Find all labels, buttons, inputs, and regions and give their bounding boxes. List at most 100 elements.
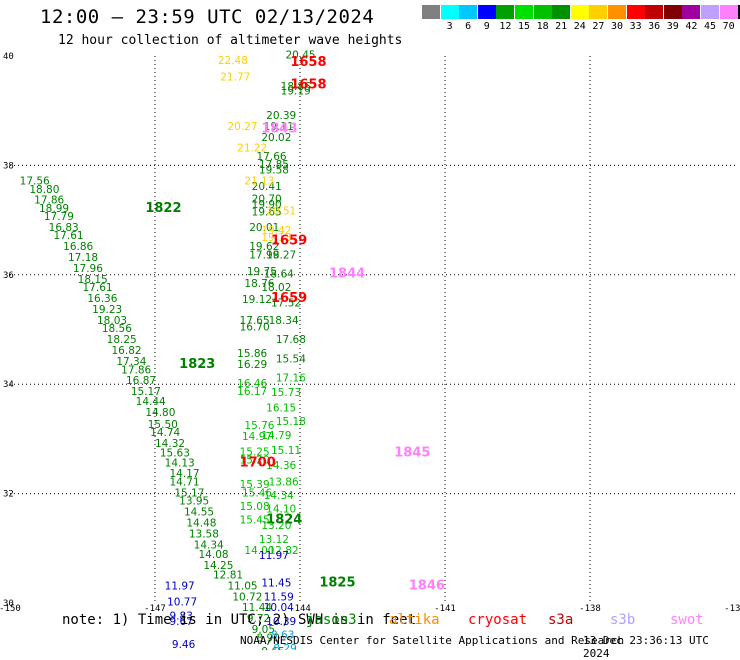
- data-point-jason3: 18.25: [107, 334, 137, 346]
- data-point-s3b: 11.45: [261, 578, 291, 590]
- satellite-legend-jason3: jason3: [306, 612, 357, 628]
- color-scale-label: 33: [629, 21, 642, 32]
- data-point-s3a: 14.97: [242, 431, 272, 443]
- data-point-s3a: 12.82: [269, 545, 299, 557]
- data-point-jason3: 17.61: [54, 230, 84, 242]
- data-point-jason3: 18.56: [102, 323, 132, 335]
- data-point-s3a: 13.20: [261, 520, 291, 532]
- data-point-s3a: 17.16: [276, 372, 306, 384]
- data-point-s3a: 15.11: [271, 445, 301, 457]
- data-point-jason3: 11.44: [242, 602, 272, 614]
- data-point-jason3: 18.15: [78, 274, 108, 286]
- data-point-altika: 20.27: [228, 121, 258, 133]
- pass-time-label: 1659: [271, 291, 307, 306]
- page-title: 12:00 — 23:59 UTC 02/13/2024: [40, 6, 375, 28]
- color-swatch: [663, 5, 682, 19]
- data-point-jason3: 17.65: [240, 315, 270, 327]
- data-point-s3b: 10.04: [264, 602, 294, 614]
- data-point-s3a: 15.25: [240, 446, 270, 458]
- color-swatch: [515, 5, 533, 19]
- data-point-jason3: 20.01: [249, 222, 279, 234]
- data-point-jason3: 14.17: [170, 468, 200, 480]
- data-point-jason3: 8.90: [257, 632, 280, 644]
- data-point-jason3: 9.65: [261, 646, 284, 650]
- color-swatch: [626, 5, 645, 19]
- data-point-jason3: 18.02: [261, 282, 291, 294]
- data-point-s3a: 13.12: [259, 534, 289, 546]
- data-point-jason3: 19.75: [247, 266, 277, 278]
- data-point-jason3: 16.86: [63, 241, 93, 253]
- data-point-jason3: 20.41: [252, 181, 282, 193]
- data-point-jason3: 20.70: [252, 194, 282, 206]
- footer-timestamp: 13 Dec 23:36:13 UTC 2024: [583, 634, 709, 660]
- color-swatch: [477, 5, 496, 19]
- satellite-legend-swot: swot: [670, 612, 704, 628]
- satellite-legend-s3a: s3a: [548, 612, 574, 628]
- data-point-jason3: 17.86: [34, 195, 64, 207]
- color-swatch: [645, 5, 664, 19]
- data-point-jason3: 15.17: [174, 487, 204, 499]
- data-point-s3b: 10.77: [167, 597, 197, 609]
- data-point-s3a: 15.18: [276, 416, 306, 428]
- data-point-jason3: 15.63: [160, 447, 190, 459]
- color-swatch: [589, 5, 608, 19]
- data-point-jason3: 16.82: [112, 345, 142, 357]
- color-scale-label: 18: [536, 21, 549, 32]
- data-point-jason3: 16.87: [126, 375, 156, 387]
- data-point-jason3: 14.08: [199, 549, 229, 561]
- data-point-altika: 20.51: [266, 206, 296, 218]
- data-point-swot: 8.63: [271, 630, 294, 642]
- data-point-altika: 19.13: [261, 232, 291, 244]
- color-swatch: [552, 5, 571, 19]
- data-point-altika: 19.42: [261, 225, 291, 237]
- x-tick-label: -150: [0, 604, 21, 614]
- data-point-altika: 21.22: [237, 143, 267, 155]
- data-point-jason3: 15.86: [237, 348, 267, 360]
- color-scale-label: 36: [648, 21, 661, 32]
- data-point-jason3: 17.61: [83, 282, 113, 294]
- color-scale-label: 39: [666, 21, 679, 32]
- data-point-jason3: 14.34: [194, 539, 224, 551]
- color-scale-label: 42: [685, 21, 698, 32]
- data-point-s3a: 14.10: [266, 504, 296, 516]
- data-point-s3a: 15.46: [242, 487, 272, 499]
- color-scale-label: 24: [573, 21, 586, 32]
- y-tick-label: 32: [3, 490, 14, 500]
- data-point-jason3: 17.96: [73, 263, 103, 275]
- data-point-s3a: 16.46: [237, 378, 267, 390]
- pass-time-label: 1822: [145, 201, 181, 216]
- data-point-jason3: 20.39: [266, 110, 296, 122]
- color-scale-label: 45: [703, 21, 717, 32]
- pass-time-label: 1659: [271, 234, 307, 249]
- color-scale-label: 21: [555, 21, 568, 32]
- data-point-jason3: 16.36: [87, 293, 117, 305]
- data-point-jason3: 12.81: [213, 569, 243, 581]
- data-point-jason3: 15.17: [131, 386, 161, 398]
- color-scale-label: 27: [592, 21, 605, 32]
- page-subtitle: 12 hour collection of altimeter wave hei…: [58, 33, 403, 48]
- data-point-jason3: 15.54: [276, 353, 306, 365]
- color-scale-label: 3: [446, 21, 453, 32]
- data-point-jason3: 19.58: [259, 165, 289, 177]
- data-point-jason3: 17.85: [259, 159, 289, 171]
- pass-time-label: 1843: [261, 122, 297, 137]
- color-swatch: [719, 5, 738, 19]
- data-point-jason3: 14.48: [186, 517, 216, 529]
- data-point-altika: 21.77: [220, 72, 250, 84]
- footer-source: NOAA/NESDIS Center for Satellite Applica…: [240, 634, 625, 647]
- color-scale-label: 70: [722, 21, 735, 32]
- pass-time-label: 1825: [319, 576, 355, 591]
- satellite-legend-cryosat: cryosat: [468, 612, 528, 628]
- data-point-jason3: 14.32: [155, 438, 185, 450]
- color-swatch: [422, 5, 440, 19]
- x-tick-label: -147: [144, 604, 166, 614]
- pass-time-label: 1658: [290, 77, 326, 92]
- data-point-s3a: 16.17: [237, 386, 267, 398]
- data-point-s3a: 15.76: [244, 420, 274, 432]
- data-point-jason3: 18.34: [269, 315, 299, 327]
- pass-time-label: 1845: [394, 445, 430, 460]
- satellite-legend-s3b: s3b: [610, 612, 636, 628]
- y-tick-label: 36: [3, 271, 14, 281]
- data-point-jason3: 14.80: [145, 407, 175, 419]
